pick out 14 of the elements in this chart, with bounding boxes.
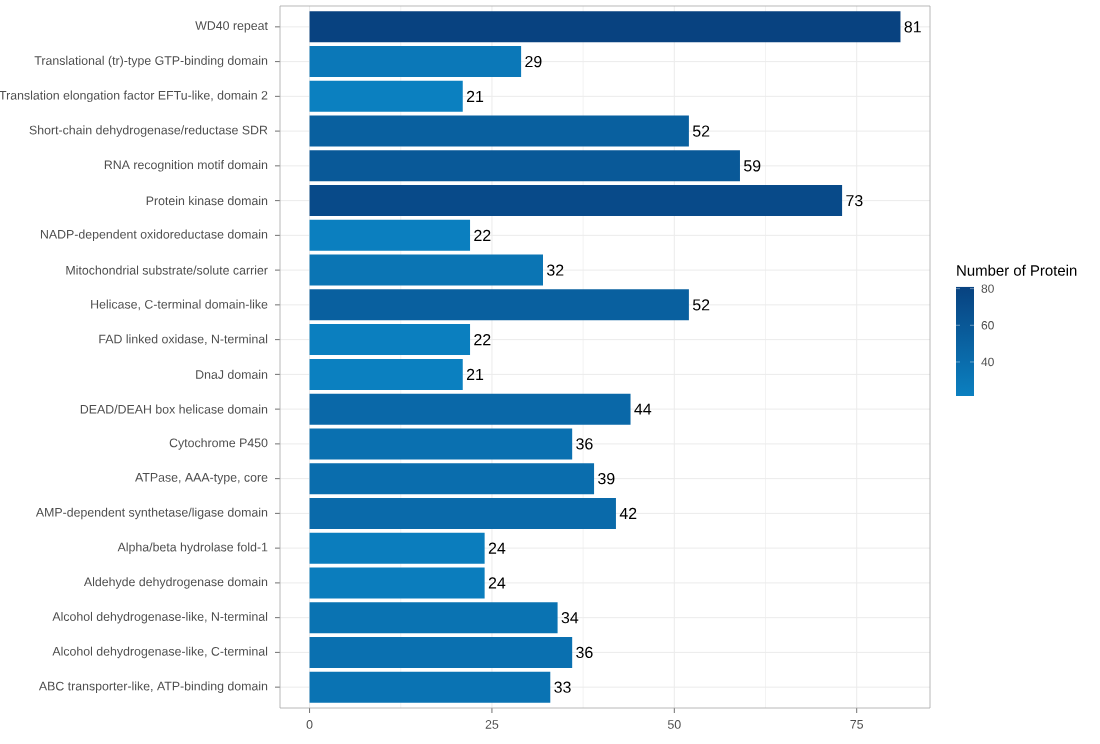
bar — [309, 254, 543, 286]
bar — [309, 671, 551, 703]
bar — [309, 358, 463, 390]
bar — [309, 324, 471, 356]
bar — [309, 602, 558, 634]
bar — [309, 219, 471, 251]
bar — [309, 185, 843, 217]
bar — [309, 636, 573, 668]
bar — [309, 497, 616, 529]
bar — [309, 289, 689, 321]
bar — [309, 11, 901, 43]
bar — [309, 463, 595, 495]
bar — [309, 46, 522, 78]
bar — [309, 80, 463, 112]
